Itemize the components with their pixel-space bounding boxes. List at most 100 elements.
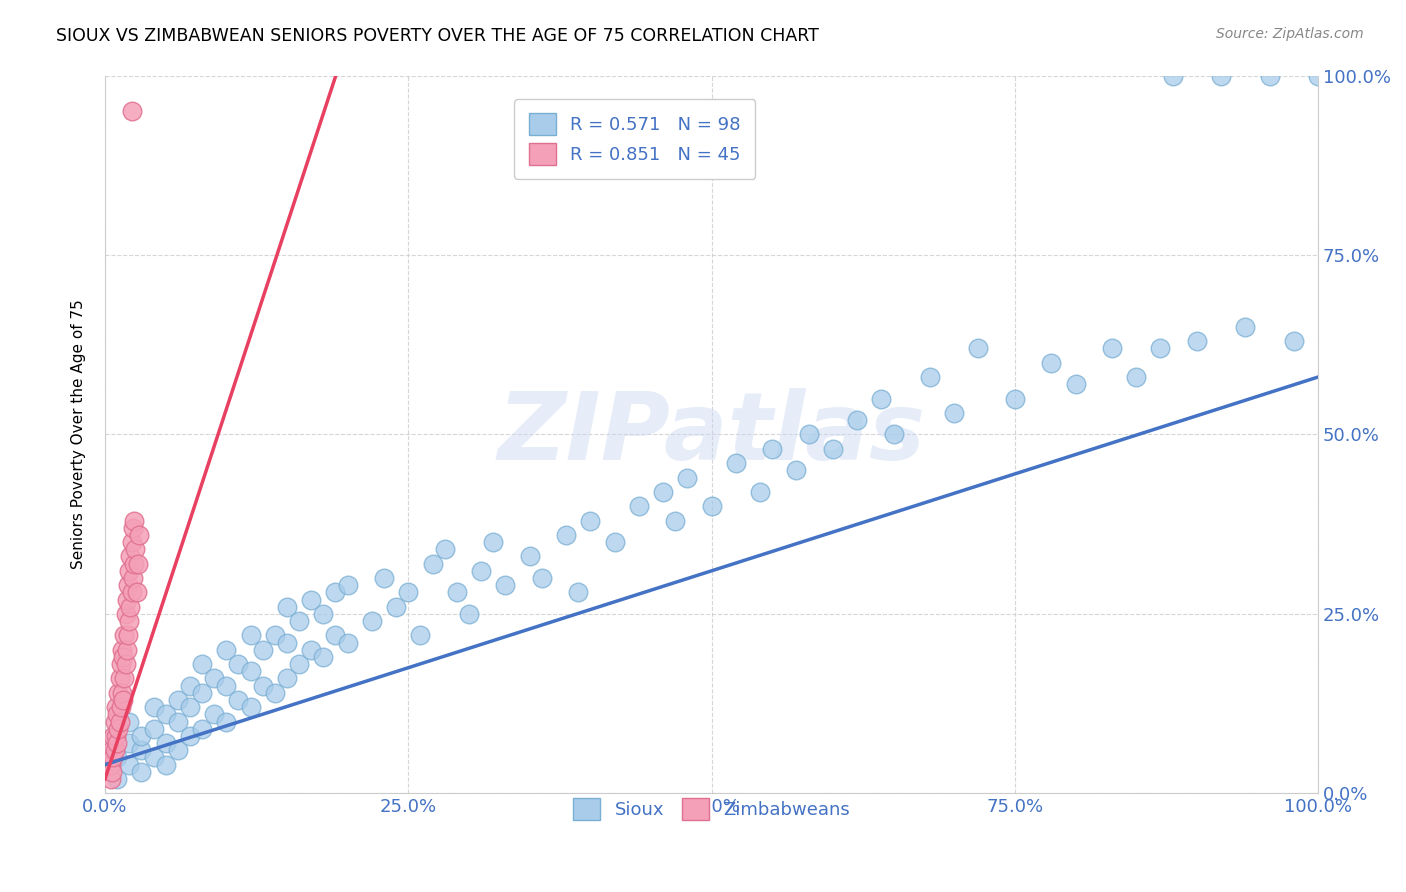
Point xyxy=(603,535,626,549)
Point xyxy=(1161,69,1184,83)
Point xyxy=(761,442,783,456)
Point xyxy=(155,707,177,722)
Point xyxy=(112,628,135,642)
Point xyxy=(336,635,359,649)
Point xyxy=(111,642,134,657)
Point xyxy=(128,528,150,542)
Point xyxy=(1125,370,1147,384)
Point xyxy=(409,628,432,642)
Point xyxy=(179,729,201,743)
Point xyxy=(142,700,165,714)
Point xyxy=(122,571,145,585)
Point xyxy=(470,564,492,578)
Point xyxy=(1149,341,1171,355)
Point xyxy=(1185,334,1208,348)
Point xyxy=(191,722,214,736)
Point xyxy=(943,406,966,420)
Point xyxy=(883,427,905,442)
Point xyxy=(101,743,124,757)
Point xyxy=(215,714,238,729)
Point xyxy=(122,521,145,535)
Point xyxy=(104,714,127,729)
Point xyxy=(112,693,135,707)
Point xyxy=(846,413,869,427)
Point xyxy=(104,743,127,757)
Point xyxy=(299,642,322,657)
Point xyxy=(117,578,139,592)
Point xyxy=(482,535,505,549)
Point xyxy=(118,757,141,772)
Point xyxy=(121,104,143,119)
Point xyxy=(118,714,141,729)
Point xyxy=(288,614,311,628)
Point xyxy=(110,700,132,714)
Point xyxy=(103,750,125,764)
Text: Source: ZipAtlas.com: Source: ZipAtlas.com xyxy=(1216,27,1364,41)
Point xyxy=(202,672,225,686)
Point xyxy=(555,528,578,542)
Point xyxy=(122,557,145,571)
Point xyxy=(494,578,516,592)
Point xyxy=(1064,377,1087,392)
Point xyxy=(104,700,127,714)
Point xyxy=(263,686,285,700)
Point xyxy=(239,628,262,642)
Point xyxy=(918,370,941,384)
Point xyxy=(276,599,298,614)
Point xyxy=(166,714,188,729)
Point xyxy=(114,657,136,672)
Point xyxy=(1004,392,1026,406)
Point xyxy=(252,642,274,657)
Point xyxy=(263,628,285,642)
Text: SIOUX VS ZIMBABWEAN SENIORS POVERTY OVER THE AGE OF 75 CORRELATION CHART: SIOUX VS ZIMBABWEAN SENIORS POVERTY OVER… xyxy=(56,27,820,45)
Point xyxy=(115,592,138,607)
Point xyxy=(121,535,143,549)
Point xyxy=(749,484,772,499)
Point xyxy=(104,729,127,743)
Point xyxy=(215,642,238,657)
Point xyxy=(373,571,395,585)
Point xyxy=(627,500,650,514)
Point xyxy=(530,571,553,585)
Point xyxy=(117,628,139,642)
Point xyxy=(105,750,128,764)
Point xyxy=(114,607,136,621)
Point xyxy=(676,470,699,484)
Point xyxy=(870,392,893,406)
Point xyxy=(191,686,214,700)
Point xyxy=(1282,334,1305,348)
Point xyxy=(142,750,165,764)
Point xyxy=(1209,69,1232,83)
Point xyxy=(239,700,262,714)
Text: ZIPatlas: ZIPatlas xyxy=(498,388,925,481)
Point xyxy=(101,764,124,779)
Point xyxy=(105,772,128,786)
Point xyxy=(785,463,807,477)
Point xyxy=(120,549,142,564)
Point xyxy=(458,607,481,621)
Point xyxy=(446,585,468,599)
Point xyxy=(664,514,686,528)
Point xyxy=(276,672,298,686)
Point xyxy=(155,736,177,750)
Point xyxy=(202,707,225,722)
Point xyxy=(312,650,335,665)
Point xyxy=(360,614,382,628)
Point xyxy=(118,564,141,578)
Point xyxy=(103,729,125,743)
Y-axis label: Seniors Poverty Over the Age of 75: Seniors Poverty Over the Age of 75 xyxy=(72,300,86,569)
Point xyxy=(1258,69,1281,83)
Point xyxy=(125,585,148,599)
Point xyxy=(700,500,723,514)
Point xyxy=(228,657,250,672)
Point xyxy=(652,484,675,499)
Point xyxy=(1040,356,1063,370)
Point xyxy=(179,679,201,693)
Point xyxy=(276,635,298,649)
Point xyxy=(112,650,135,665)
Point xyxy=(120,599,142,614)
Point xyxy=(821,442,844,456)
Point xyxy=(105,707,128,722)
Point xyxy=(115,642,138,657)
Point xyxy=(396,585,419,599)
